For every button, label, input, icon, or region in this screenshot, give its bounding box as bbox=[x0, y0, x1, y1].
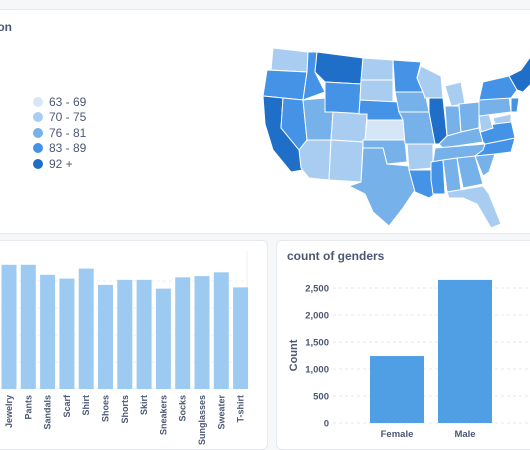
state-new-york bbox=[478, 75, 518, 101]
category-tick-label: Sunglasses bbox=[197, 395, 207, 445]
legend-item[interactable]: 70 - 75 bbox=[33, 110, 86, 126]
product-bar-chart-card: Jewelry Pants Sandals Scarf Shirt Shoes Shorts… bbox=[0, 240, 268, 450]
legend-label: 76 - 81 bbox=[49, 125, 87, 140]
state-maryland bbox=[492, 113, 512, 125]
gender-chart-card: count of genders 0 500 1,000 1,500 2,000 2,50… bbox=[276, 240, 530, 450]
legend-swatch bbox=[33, 112, 43, 123]
bar-shorts[interactable] bbox=[117, 279, 133, 389]
legend-swatch bbox=[33, 143, 43, 154]
bar-scarf[interactable] bbox=[59, 278, 75, 389]
state-texas bbox=[347, 147, 416, 227]
state-mississippi bbox=[430, 159, 446, 195]
legend-item[interactable]: 83 - 89 bbox=[33, 141, 86, 157]
state-georgia bbox=[456, 155, 484, 189]
legend-label: 92 + bbox=[49, 156, 73, 171]
state-new-jersey bbox=[510, 97, 520, 113]
bar-shoes[interactable] bbox=[98, 284, 113, 389]
state-arizona bbox=[298, 139, 332, 181]
legend-label: 63 - 69 bbox=[49, 94, 87, 109]
state-colorado bbox=[330, 111, 368, 143]
category-tick-label: Socks bbox=[178, 395, 188, 422]
legend-item[interactable]: 76 - 81 bbox=[33, 125, 86, 141]
category-tick-label: Shorts bbox=[120, 395, 130, 424]
state-montana bbox=[314, 51, 364, 85]
bar-male[interactable] bbox=[438, 279, 492, 423]
legend-label: 83 - 89 bbox=[49, 141, 87, 156]
category-tick-label: Scarf bbox=[62, 394, 72, 418]
state-washington bbox=[270, 47, 309, 73]
y-axis-label: Count bbox=[288, 339, 300, 371]
state-new-mexico bbox=[328, 139, 364, 183]
category-tick-label: Sandals bbox=[43, 395, 53, 430]
bar-t-shirt[interactable] bbox=[233, 287, 249, 389]
category-tick-label: Jewelry bbox=[4, 395, 14, 428]
category-tick-label: Sneakers bbox=[158, 395, 168, 435]
y-tick-label: 2,000 bbox=[305, 311, 329, 322]
category-tick-label: Male bbox=[454, 429, 475, 440]
gender-card-title[interactable]: count of genders bbox=[287, 249, 385, 263]
category-tick-label: T-shirt bbox=[236, 395, 246, 423]
category-tick-label: Shirt bbox=[81, 395, 91, 416]
bar-sweater[interactable] bbox=[213, 272, 229, 389]
legend-swatch bbox=[33, 127, 43, 138]
gender-bar-chart: 0 500 1,000 1,500 2,000 2,500 Count Female Male bbox=[288, 279, 529, 440]
y-tick-label: 1,000 bbox=[305, 365, 329, 376]
legend-item[interactable]: 92 + bbox=[33, 156, 86, 172]
us-choropleth-map[interactable] bbox=[263, 40, 530, 230]
map-legend: 63 - 69 70 - 75 76 - 81 83 - 89 92 + bbox=[33, 94, 86, 172]
legend-label: 70 - 75 bbox=[49, 110, 87, 125]
legend-swatch bbox=[33, 96, 43, 107]
bar-sneakers[interactable] bbox=[155, 288, 171, 389]
bar-sunglasses[interactable] bbox=[194, 276, 210, 389]
state-kansas bbox=[364, 119, 406, 141]
legend-item[interactable]: 63 - 69 bbox=[33, 94, 86, 110]
bar-pants[interactable] bbox=[20, 264, 36, 389]
legend-swatch bbox=[33, 158, 43, 169]
y-tick-label: 500 bbox=[313, 392, 329, 403]
state-new-england bbox=[508, 56, 530, 93]
y-tick-label: 2,500 bbox=[305, 284, 329, 295]
bar-skirt[interactable] bbox=[136, 279, 152, 389]
category-tick-label: Skirt bbox=[139, 395, 149, 415]
bar-sandals[interactable] bbox=[40, 274, 56, 389]
state-arkansas bbox=[406, 143, 434, 171]
bar-female[interactable] bbox=[370, 356, 424, 423]
state-indiana bbox=[444, 105, 462, 137]
map-card-title[interactable]: ion bbox=[0, 20, 12, 34]
state-ohio bbox=[458, 101, 480, 133]
state-wyoming bbox=[324, 81, 362, 115]
category-tick-label: Shoes bbox=[101, 395, 111, 422]
category-tick-label: Pants bbox=[23, 395, 33, 420]
state-wisconsin bbox=[416, 65, 444, 99]
state-oregon bbox=[263, 69, 308, 101]
state-south-dakota bbox=[359, 79, 394, 103]
bar-socks[interactable] bbox=[175, 277, 191, 389]
y-tick-label: 0 bbox=[324, 419, 329, 430]
state-florida bbox=[446, 185, 502, 229]
state-michigan bbox=[444, 81, 466, 107]
bar-shirt[interactable] bbox=[78, 268, 94, 389]
category-tick-label: Female bbox=[381, 429, 414, 440]
bar-jewelry[interactable] bbox=[1, 264, 17, 389]
product-bar-chart: Jewelry Pants Sandals Scarf Shirt Shoes Shorts… bbox=[1, 251, 249, 445]
y-tick-label: 1,500 bbox=[305, 338, 329, 349]
state-north-dakota bbox=[360, 57, 394, 81]
category-tick-label: Sweater bbox=[216, 395, 226, 430]
